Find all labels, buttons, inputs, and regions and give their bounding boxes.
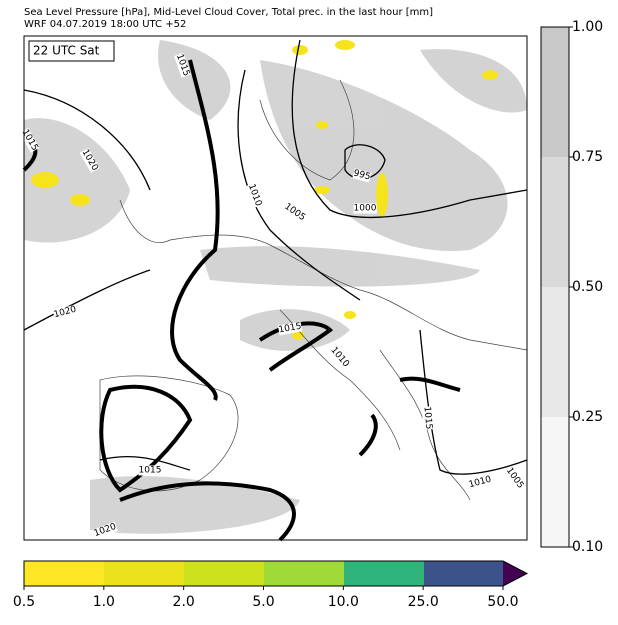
tick-label: 0.10 <box>572 539 603 555</box>
precip-colorbar: 0.5 1.0 2.0 5.0 10.0 25.0 50.0 <box>13 560 529 610</box>
header-line: Sea Level Pressure [hPa], Mid-Level Clou… <box>24 7 433 18</box>
cloud-colorbar: 1.00 0.75 0.50 0.25 0.10 <box>540 19 603 555</box>
tick-label: 1.00 <box>572 19 603 35</box>
tick-label: 25.0 <box>408 594 439 610</box>
tick-label: 5.0 <box>252 594 274 610</box>
time-label: 22 UTC Sat <box>33 44 100 58</box>
tick-label: 50.0 <box>487 594 518 610</box>
isobar-label: 995 <box>352 168 371 182</box>
tick-label: 0.50 <box>572 279 603 295</box>
tick-label: 0.25 <box>572 409 603 425</box>
map: 1015101510201010100599510001020101510101… <box>20 35 528 542</box>
tick-label: 0.75 <box>572 149 603 165</box>
tick-label: 2.0 <box>173 594 195 610</box>
isobar-label: 1000 <box>354 204 377 214</box>
tick-label: 1.0 <box>93 594 115 610</box>
isobar-label: 1015 <box>422 406 434 430</box>
header-line: WRF 04.07.2019 18:00 UTC +52 <box>24 19 186 30</box>
tick-label: 0.5 <box>13 594 35 610</box>
tick-label: 10.0 <box>328 594 359 610</box>
isobar-label: 1015 <box>139 466 162 476</box>
isobar-label: 1015 <box>278 322 302 336</box>
